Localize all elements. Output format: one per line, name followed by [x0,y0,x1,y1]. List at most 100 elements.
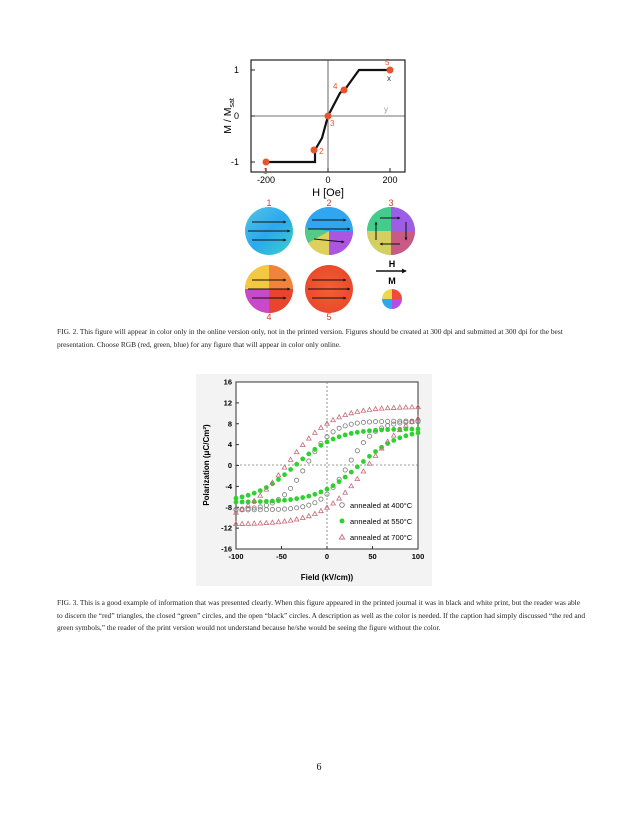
fig3-xtick-label: 50 [368,552,376,561]
disk-label: 3 [388,198,393,208]
fig2-xtick: 0 [325,175,330,185]
fig3-xtick-label: -100 [228,552,243,561]
fig3-xtick-label: -50 [276,552,287,561]
data-point [324,491,330,497]
data-point [330,500,337,506]
data-point [263,507,269,513]
fig3-ytick-label: 0 [228,461,232,470]
data-point [251,507,257,513]
page-number: 6 [316,762,322,773]
data-point [396,426,403,433]
data-point [354,420,360,426]
data-point [318,442,324,448]
data-point [299,441,306,448]
legend-h-label: H [389,259,396,269]
data-point [233,509,239,515]
data-point [391,418,397,424]
data-point [415,430,421,436]
fig3-ytick-label: -12 [221,524,232,533]
data-point [336,479,342,485]
data-point [402,404,409,410]
data-point [282,506,288,512]
data-point [276,477,281,482]
fig2-point [340,86,348,94]
data-point [391,437,397,443]
data-point [257,520,264,526]
data-point [263,498,269,504]
data-point [276,498,281,504]
legend-entry: annealed at 700°C [350,533,413,542]
disk-label: 2 [326,198,331,208]
data-point [299,514,306,521]
fig3-xlabel: Field (kV/cm)) [301,573,354,582]
data-point [312,500,318,506]
data-point [300,456,306,462]
data-point [263,486,270,492]
data-point [378,445,385,451]
fig2-xtick: 200 [382,175,397,185]
data-point [305,512,312,519]
data-point [245,492,251,498]
data-point [239,494,245,500]
data-point [239,506,246,512]
data-point [348,409,355,416]
data-point [263,519,270,526]
fig2-xlabel: H [Oe] [312,187,344,199]
data-point [366,419,372,425]
data-point [348,482,355,489]
data-point [336,425,342,431]
data-point [275,506,281,512]
data-point [300,495,306,500]
data-point [269,479,276,485]
fig2-point [386,66,394,74]
data-point [282,472,287,478]
data-point [342,411,349,418]
data-point [342,474,348,480]
fig2-plot: 1 0 -1 -200 0 200 H [Oe] M / Msat x y 1 … [222,58,406,199]
data-point [342,467,348,473]
disk-label: 1 [266,198,271,208]
data-point [403,419,409,425]
disk-label: 4 [266,312,271,322]
data-point [306,451,312,457]
data-point [385,427,391,433]
data-point [294,461,300,467]
fig3-ytick-label: 16 [224,378,232,387]
data-point [348,469,354,475]
data-point [317,424,324,430]
data-point [354,408,361,414]
data-point [318,489,324,495]
data-point [330,436,336,442]
data-point [300,468,306,474]
fig2-point-label: 4 [333,82,338,91]
data-point [402,422,409,428]
data-point [403,433,409,439]
data-point [275,518,282,525]
data-point [324,504,330,510]
data-point [397,420,403,426]
data-point [408,418,415,424]
data-point [306,502,312,508]
data-point [270,498,275,504]
fig2-axis-mark-x: x [387,74,391,83]
fig2-point-label: 1 [263,167,268,176]
disk-label: 5 [326,312,331,322]
data-point [245,499,251,505]
data-point [409,426,415,432]
data-point [330,416,337,423]
data-point [312,446,318,452]
fig2-xtick: -200 [257,175,275,185]
data-point [403,426,409,432]
data-point [306,458,312,464]
data-point [245,520,252,526]
data-point [293,448,300,455]
data-point [360,440,366,446]
data-point [257,507,263,513]
data-point [257,488,263,494]
legend-entry: annealed at 400°C [350,501,413,510]
fig3-legend: annealed at 400°C annealed at 550°C anne… [338,501,413,542]
fig2-ylabel: M / Msat [222,98,236,134]
data-point [390,432,397,438]
data-point [342,432,348,438]
data-point [361,429,366,434]
